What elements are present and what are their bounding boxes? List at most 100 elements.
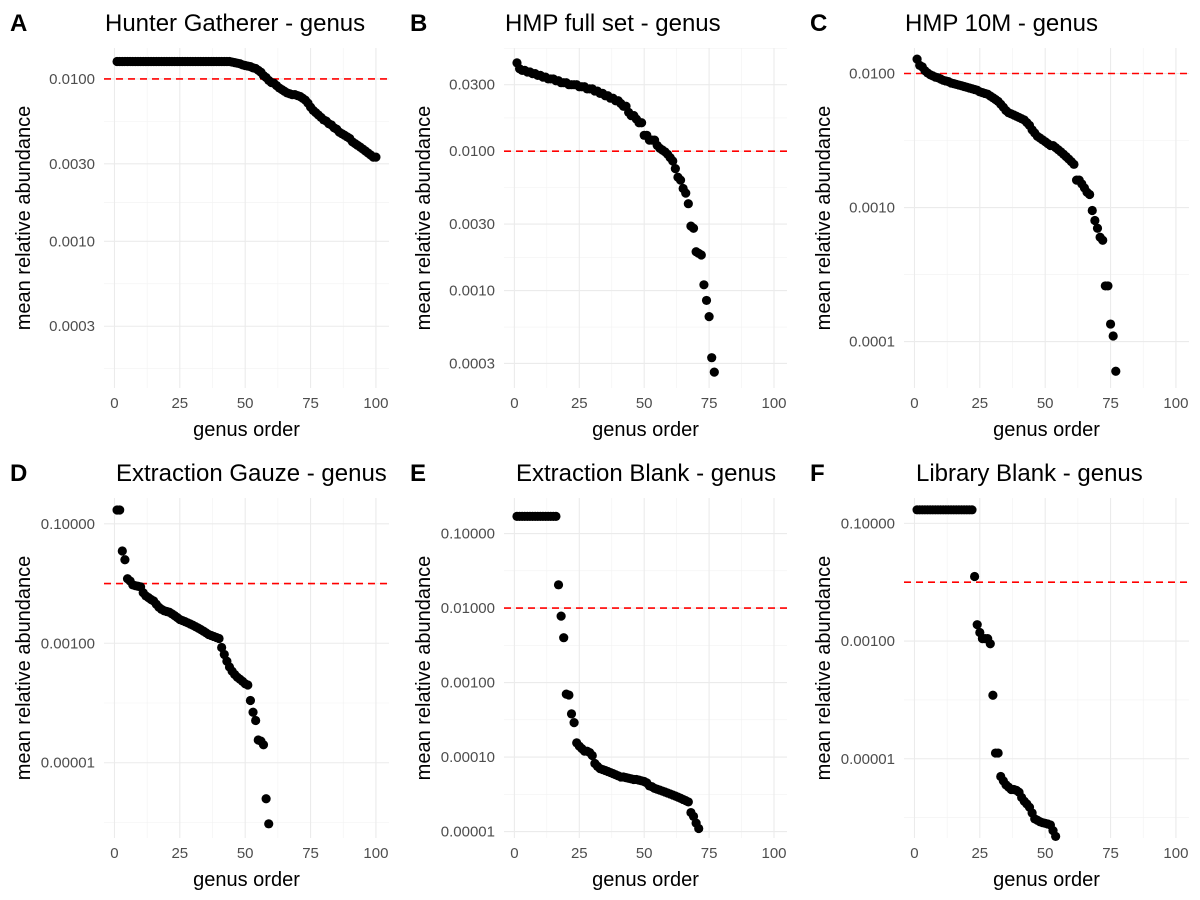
data-point bbox=[1051, 831, 1061, 841]
data-point bbox=[245, 695, 256, 706]
x-axis-title: genus order bbox=[592, 869, 699, 891]
x-tick-label: 25 bbox=[571, 845, 588, 862]
y-tick-label: 0.0030 bbox=[449, 216, 495, 233]
data-points bbox=[912, 54, 1121, 376]
data-point bbox=[985, 639, 995, 649]
data-point bbox=[683, 199, 693, 209]
panel-title: Extraction Gauze - genus bbox=[116, 460, 387, 487]
data-point bbox=[251, 715, 261, 726]
y-tick-label: 0.0100 bbox=[849, 66, 895, 83]
data-point bbox=[569, 718, 579, 728]
data-point bbox=[668, 156, 678, 166]
x-tick-label: 75 bbox=[701, 845, 718, 862]
y-tick-label: 0.00100 bbox=[841, 633, 895, 650]
x-tick-label: 100 bbox=[363, 845, 388, 862]
x-axis-title: genus order bbox=[193, 869, 300, 891]
y-tick-label: 0.0003 bbox=[449, 355, 495, 372]
x-axis-title: genus order bbox=[592, 419, 699, 441]
x-tick-label: 0 bbox=[910, 395, 918, 412]
data-point bbox=[556, 611, 566, 621]
x-tick-label: 100 bbox=[1163, 845, 1188, 862]
data-point bbox=[553, 580, 564, 590]
data-point bbox=[264, 819, 274, 829]
panel-d: 0 25 50 75 100 0.00001 0.00100 0.10000 genus ord… bbox=[10, 460, 389, 891]
data-point bbox=[967, 505, 977, 515]
data-point bbox=[675, 175, 686, 185]
data-point bbox=[637, 118, 647, 128]
data-point bbox=[1085, 189, 1095, 200]
x-tick-label: 100 bbox=[1163, 395, 1188, 412]
x-tick-label: 25 bbox=[971, 845, 988, 862]
x-tick-label: 0 bbox=[510, 395, 518, 412]
data-point bbox=[214, 633, 224, 644]
y-tick-label: 0.0010 bbox=[49, 233, 95, 250]
data-point bbox=[587, 750, 597, 761]
y-axis-title: mean relative abundance bbox=[413, 556, 435, 781]
x-tick-label: 0 bbox=[510, 845, 518, 862]
data-point bbox=[115, 505, 125, 515]
y-tick-label: 0.10000 bbox=[441, 526, 495, 543]
x-tick-label: 100 bbox=[762, 845, 787, 862]
data-point bbox=[688, 223, 699, 233]
y-tick-label: 0.0003 bbox=[49, 318, 95, 335]
data-point bbox=[1103, 281, 1113, 291]
y-tick-label: 0.00001 bbox=[841, 751, 895, 768]
data-point bbox=[696, 250, 706, 260]
panel-letter: D bbox=[10, 460, 27, 487]
x-tick-label: 25 bbox=[171, 845, 188, 862]
y-tick-label: 0.10000 bbox=[41, 516, 95, 533]
y-tick-label: 0.0300 bbox=[449, 77, 495, 94]
y-tick-label: 0.00100 bbox=[41, 635, 95, 652]
panel-a: 0 25 50 75 100 0.0003 0.0010 0.0030 0.0100 genus … bbox=[10, 10, 389, 441]
panel-letter: C bbox=[810, 10, 827, 37]
data-point bbox=[709, 367, 719, 377]
data-point bbox=[564, 690, 574, 700]
panel-b: 0 25 50 75 100 0.0003 0.0010 0.0030 0.0100 0.0300… bbox=[410, 10, 787, 441]
y-tick-label: 0.00010 bbox=[441, 749, 495, 766]
x-tick-label: 75 bbox=[302, 395, 319, 412]
x-tick-label: 0 bbox=[110, 845, 118, 862]
y-axis-title: mean relative abundance bbox=[813, 106, 835, 331]
y-axis-title: mean relative abundance bbox=[13, 556, 35, 781]
data-point bbox=[1087, 205, 1097, 216]
x-tick-label: 75 bbox=[302, 845, 319, 862]
data-point bbox=[699, 280, 709, 290]
data-point bbox=[120, 555, 130, 565]
data-point bbox=[248, 707, 258, 717]
panel-letter: F bbox=[810, 460, 825, 487]
y-tick-label: 0.00001 bbox=[441, 824, 495, 841]
data-point bbox=[1108, 331, 1118, 341]
data-point bbox=[694, 823, 704, 834]
data-point bbox=[988, 690, 998, 700]
y-tick-label: 0.0030 bbox=[49, 156, 95, 173]
data-point bbox=[1111, 366, 1121, 376]
x-tick-label: 0 bbox=[910, 845, 918, 862]
data-point bbox=[969, 571, 980, 582]
data-points bbox=[112, 505, 274, 829]
data-point bbox=[701, 295, 712, 306]
data-point bbox=[1098, 235, 1108, 245]
panel-letter: B bbox=[410, 10, 427, 37]
x-tick-label: 50 bbox=[237, 845, 254, 862]
data-point bbox=[683, 797, 693, 807]
data-point bbox=[972, 620, 982, 630]
x-tick-label: 25 bbox=[971, 395, 988, 412]
y-tick-label: 0.0100 bbox=[449, 143, 495, 160]
y-tick-label: 0.0010 bbox=[449, 283, 495, 300]
y-axis-title: mean relative abundance bbox=[413, 106, 435, 331]
x-tick-label: 25 bbox=[571, 395, 588, 412]
data-point bbox=[551, 511, 561, 521]
x-tick-label: 50 bbox=[636, 845, 653, 862]
y-tick-label: 0.0010 bbox=[849, 200, 895, 217]
data-point bbox=[670, 164, 680, 174]
data-point bbox=[707, 353, 717, 363]
panel-title: HMP 10M - genus bbox=[905, 10, 1098, 37]
data-point bbox=[258, 740, 269, 750]
grid bbox=[104, 498, 389, 838]
data-points bbox=[512, 58, 719, 377]
panel-title: Library Blank - genus bbox=[916, 460, 1143, 487]
data-point bbox=[217, 642, 227, 653]
y-tick-label: 0.01000 bbox=[441, 600, 495, 617]
grid bbox=[904, 498, 1189, 838]
